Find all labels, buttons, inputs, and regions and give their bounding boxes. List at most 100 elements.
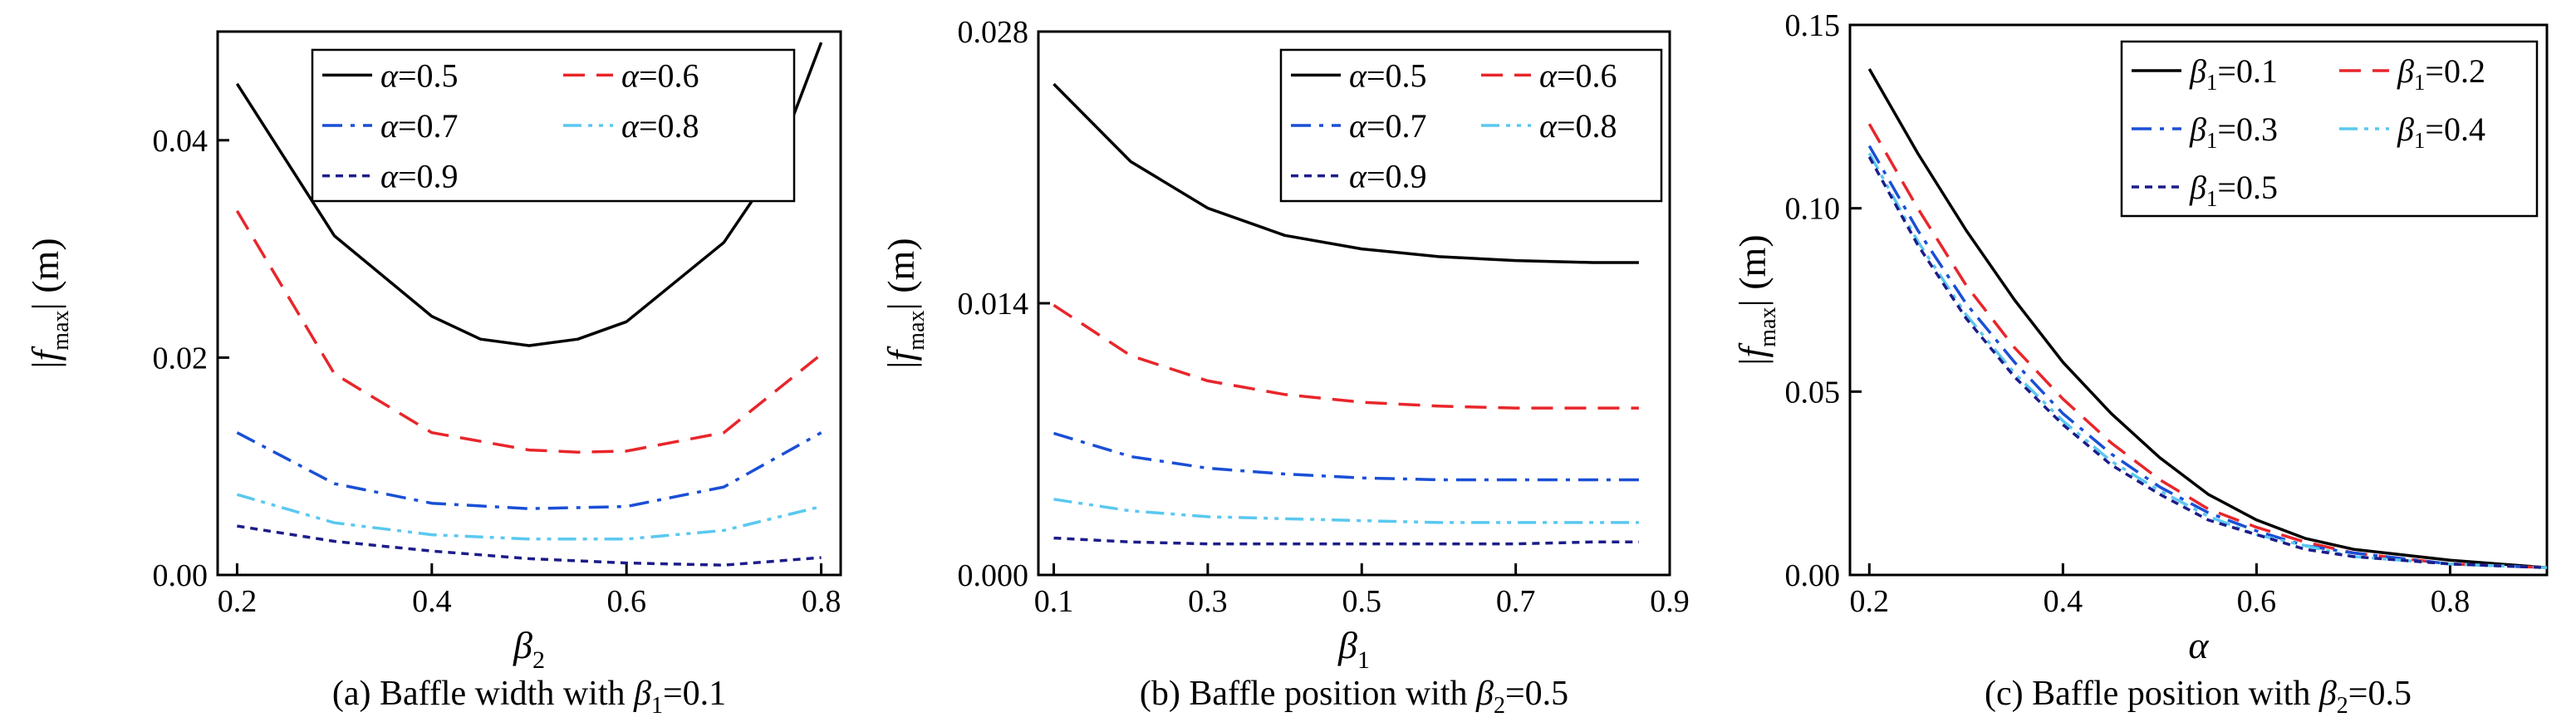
x-tick-label: 0.2 xyxy=(218,584,258,619)
legend-var: α xyxy=(1349,107,1367,145)
x-tick-label: 0.6 xyxy=(606,584,646,619)
legend: α=0.5 α=0.6α=0.7 α=0.8α=0.9 xyxy=(1279,48,1663,203)
x-axis-label: α xyxy=(2188,624,2209,666)
plot-frame xyxy=(1848,23,2549,577)
legend-val: =0.9 xyxy=(398,158,459,195)
legend-val: =0.8 xyxy=(639,107,699,145)
series-line-5 xyxy=(237,524,822,567)
panel-a: 0.2 0.4 0.6 0.80.000.020.04α=0.5 α=0.6α=0.7 α… xyxy=(24,30,842,719)
legend-label: β1=0.3 xyxy=(2189,111,2278,153)
legend-var: α xyxy=(1539,56,1558,94)
series-line-5 xyxy=(1053,536,1639,546)
y-axis-label: |fmax| (m) xyxy=(1731,234,1781,365)
y-tick-label: 0.014 xyxy=(958,287,1029,322)
y-axis-label: |fmax| (m) xyxy=(880,238,930,368)
legend-label: α=0.5 xyxy=(380,56,459,94)
x-tick-label: 0.8 xyxy=(802,584,841,619)
legend-var: α xyxy=(1539,107,1558,145)
y-axis-label: |fmax| (m) xyxy=(24,238,74,368)
legend-val: =0.9 xyxy=(1367,158,1427,195)
legend-var: α xyxy=(380,158,399,195)
legend-sub: 1 xyxy=(2206,186,2218,211)
legend-val: =0.1 xyxy=(2217,52,2278,90)
legend-label: β1=0.4 xyxy=(2397,111,2485,153)
x-tick-label: 0.6 xyxy=(2237,584,2277,619)
legend-val: =0.5 xyxy=(398,56,459,94)
legend-label: α=0.8 xyxy=(1539,107,1617,145)
series-line-2 xyxy=(235,209,822,454)
legend-val: =0.6 xyxy=(639,56,699,94)
x-tick-label: 0.5 xyxy=(1342,584,1382,619)
legend: α=0.5 α=0.6α=0.7 α=0.8α=0.9 xyxy=(311,48,796,203)
x-tick-label: 0.3 xyxy=(1188,584,1228,619)
legend-var: α xyxy=(621,56,640,94)
x-tick-label: 0.1 xyxy=(1034,584,1074,619)
legend-box xyxy=(311,48,796,203)
y-tick-label: 0.000 xyxy=(958,558,1029,593)
panel-caption: (b) Baffle position with β2=0.5 xyxy=(1140,675,1568,719)
legend-val: =0.2 xyxy=(2425,52,2485,90)
legend-box xyxy=(1279,48,1663,203)
legend-label: β1=0.2 xyxy=(2397,52,2485,95)
legend-label: α=0.6 xyxy=(1539,56,1617,94)
series-line-1 xyxy=(235,42,823,347)
y-tick-label: 0.02 xyxy=(153,341,209,376)
legend-var: α xyxy=(380,56,399,94)
legend: β1=0.1 β1=0.2β1=0.3 β1=0.4β1=0.5 xyxy=(2120,40,2539,218)
legend-label: α=0.7 xyxy=(380,107,459,145)
legend-sub: 1 xyxy=(2206,128,2218,153)
y-tick-label: 0.00 xyxy=(1785,558,1841,593)
legend-box xyxy=(2120,40,2539,218)
legend-val: =0.8 xyxy=(1557,107,1617,145)
legend-var: α xyxy=(380,107,399,145)
series-line-1 xyxy=(1867,68,2548,569)
legend-val: =0.6 xyxy=(1557,56,1617,94)
legend-label: β1=0.5 xyxy=(2189,169,2278,211)
series-line-2 xyxy=(1052,303,1639,410)
legend-label: α=0.8 xyxy=(621,107,699,145)
legend-label: β1=0.1 xyxy=(2189,52,2278,95)
legend-label: α=0.9 xyxy=(380,158,459,195)
x-tick-label: 0.4 xyxy=(2044,584,2083,619)
series-line-3 xyxy=(236,431,822,510)
legend-val: =0.5 xyxy=(2217,169,2278,206)
legend-sub: 1 xyxy=(2206,70,2218,95)
y-tick-label: 0.028 xyxy=(958,15,1029,50)
legend-val: =0.4 xyxy=(2425,111,2485,148)
legend-sub: 1 xyxy=(2414,128,2426,153)
y-tick-label: 0.10 xyxy=(1785,192,1841,227)
x-axis-label: β1 xyxy=(1337,624,1370,674)
x-tick-label: 0.8 xyxy=(2431,584,2471,619)
y-tick-label: 0.00 xyxy=(153,558,209,593)
legend-sub: 1 xyxy=(2414,70,2426,95)
legend-var: β xyxy=(2397,52,2414,90)
x-tick-label: 0.7 xyxy=(1496,584,1536,619)
series-line-3 xyxy=(1867,145,2548,569)
legend-var: β xyxy=(2189,111,2206,148)
legend-var: β xyxy=(2189,52,2206,90)
x-tick-label: 0.4 xyxy=(412,584,452,619)
legend-var: β xyxy=(2397,111,2414,148)
legend-var: β xyxy=(2189,169,2206,206)
series-line-5 xyxy=(1867,156,2548,569)
y-tick-label: 0.05 xyxy=(1785,375,1841,410)
panel-caption: (c) Baffle position with β2=0.5 xyxy=(1985,675,2412,719)
legend-var: α xyxy=(1349,56,1367,94)
legend-val: =0.7 xyxy=(398,107,459,145)
y-tick-label: 0.15 xyxy=(1785,8,1841,43)
legend-val: =0.5 xyxy=(1367,56,1427,94)
panel-caption: (a) Baffle width with β1=0.1 xyxy=(332,675,726,719)
series-line-4 xyxy=(236,493,822,541)
legend-label: α=0.6 xyxy=(621,56,699,94)
legend-label: α=0.7 xyxy=(1349,107,1427,145)
series-line-3 xyxy=(1052,431,1639,482)
legend-label: α=0.5 xyxy=(1349,56,1427,94)
legend-val: =0.3 xyxy=(2217,111,2278,148)
legend-var: α xyxy=(1349,158,1367,195)
series-line-1 xyxy=(1052,82,1639,264)
legend-var: α xyxy=(621,107,640,145)
x-axis-label: β2 xyxy=(513,624,545,674)
